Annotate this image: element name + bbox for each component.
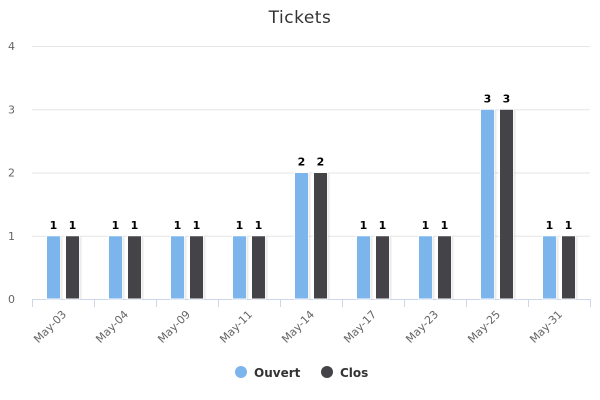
y-tick-label: 2 [8, 167, 15, 180]
bars [46, 108, 578, 300]
bar-shadow [389, 236, 392, 299]
bar [499, 108, 514, 300]
data-label: 1 [131, 219, 139, 232]
data-label: 3 [503, 92, 511, 105]
data-label: 1 [174, 219, 182, 232]
x-tick-label: May-23 [403, 308, 441, 346]
data-label: 1 [69, 219, 77, 232]
bar [65, 235, 80, 300]
data-label: 1 [255, 219, 263, 232]
data-label: 1 [193, 219, 201, 232]
bar-shadow [141, 236, 144, 299]
bar [127, 235, 142, 300]
bar-shadow [451, 236, 454, 299]
data-label: 1 [379, 219, 387, 232]
legend-label: Clos [340, 366, 368, 380]
bar-shadow [79, 236, 82, 299]
bar-shadow [60, 236, 63, 299]
data-label: 3 [484, 92, 492, 105]
data-label: 1 [112, 219, 120, 232]
y-axis-ticks: 0 1 2 3 4 [8, 40, 15, 306]
bar [542, 235, 557, 300]
legend-marker [321, 366, 333, 378]
bar-shadow [308, 173, 311, 299]
bar [375, 235, 390, 300]
data-label: 1 [441, 219, 449, 232]
bar [294, 172, 309, 300]
legend: Ouvert Clos [235, 366, 368, 380]
x-tick-label: May-17 [341, 308, 379, 346]
x-tick-label: May-03 [31, 308, 69, 346]
bar-shadow [494, 110, 497, 299]
bar-shadow [184, 236, 187, 299]
x-axis-ticks: May-03 May-04 May-09 May-11 May-14 May-17 May-… [31, 299, 591, 346]
bar-shadow [265, 236, 268, 299]
bar [232, 235, 247, 300]
bar [418, 235, 433, 300]
bar [480, 108, 495, 300]
data-label: 1 [50, 219, 58, 232]
x-tick-label: May-25 [465, 308, 503, 346]
x-tick-label: May-31 [527, 308, 565, 346]
bar [189, 235, 204, 300]
data-label: 2 [298, 156, 306, 169]
data-label: 1 [546, 219, 554, 232]
y-tick-label: 4 [8, 40, 15, 53]
data-label: 1 [565, 219, 573, 232]
data-labels: 1 1 1 1 1 1 1 12 21 1 1 13 31 1 [50, 92, 573, 232]
bar [251, 235, 266, 300]
data-label: 2 [317, 156, 325, 169]
bar [437, 235, 452, 300]
bar-shadow [513, 110, 516, 299]
data-label: 1 [236, 219, 244, 232]
data-label: 1 [360, 219, 368, 232]
x-tick-label: May-11 [217, 308, 255, 346]
bar-shadow [246, 236, 249, 299]
data-label: 1 [422, 219, 430, 232]
x-tick-label: May-14 [279, 308, 317, 346]
bar [108, 235, 123, 300]
legend-label: Ouvert [254, 366, 301, 380]
bar [356, 235, 371, 300]
x-tick-label: May-04 [93, 308, 131, 346]
bar [561, 235, 576, 300]
bar-shadow [203, 236, 206, 299]
legend-marker [235, 366, 247, 378]
x-tick-label: May-09 [155, 308, 193, 346]
bar-shadow [575, 236, 578, 299]
bar-shadow [370, 236, 373, 299]
bar-shadow [432, 236, 435, 299]
y-tick-label: 0 [8, 293, 15, 306]
bar-shadow [122, 236, 125, 299]
bar [313, 172, 328, 300]
grid-lines [32, 46, 590, 300]
y-tick-label: 1 [8, 230, 15, 243]
chart-title: Tickets [268, 8, 332, 28]
bar [46, 235, 61, 300]
y-tick-label: 3 [8, 103, 15, 116]
bar-shadow [327, 173, 330, 299]
bar-shadow [556, 236, 559, 299]
bar [170, 235, 185, 300]
